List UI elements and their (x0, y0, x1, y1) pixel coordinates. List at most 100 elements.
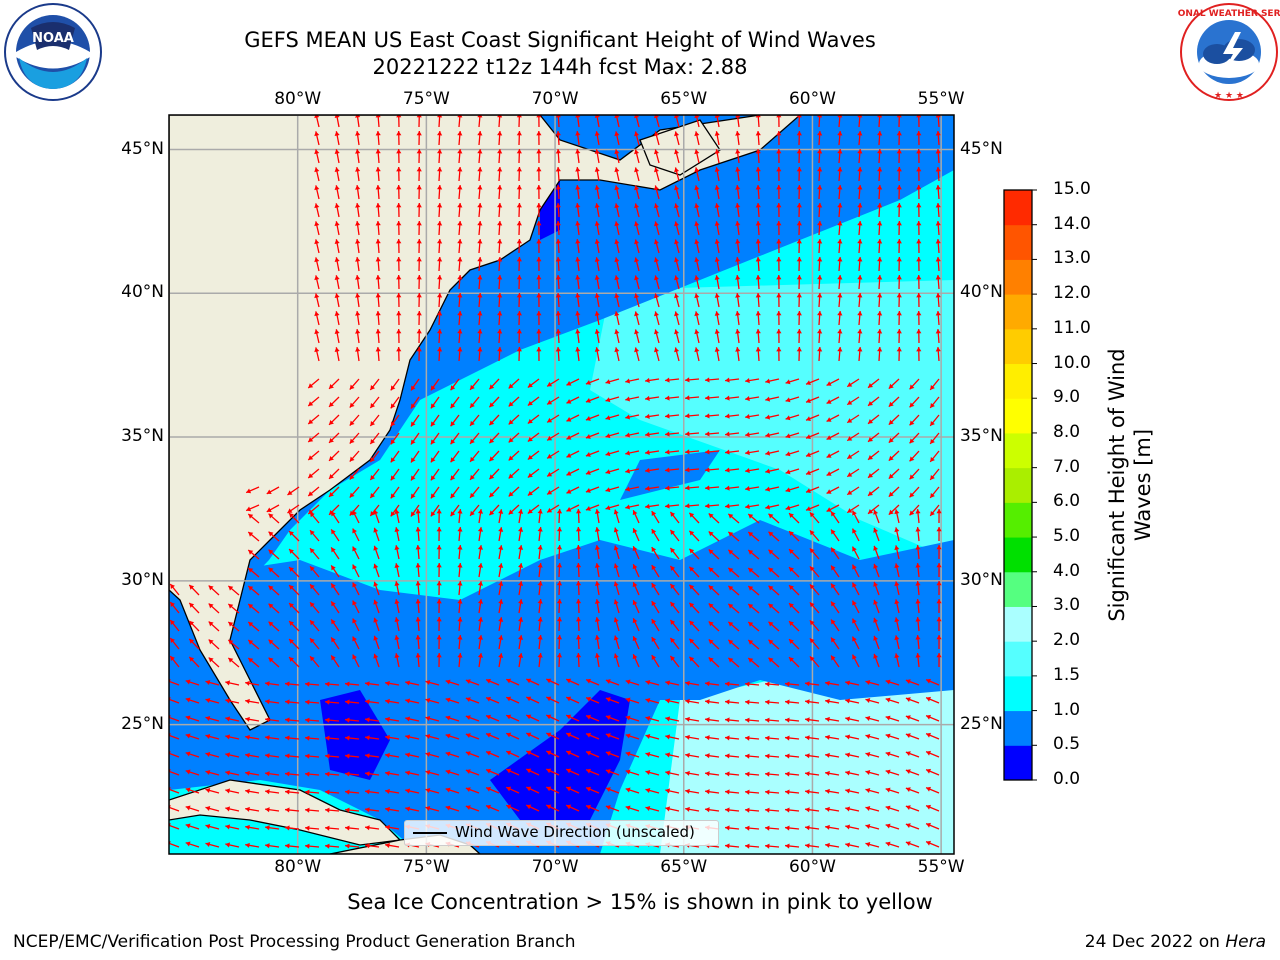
wave-direction-arrow (416, 166, 422, 182)
wave-direction-arrow (188, 620, 200, 632)
wave-direction-arrow (410, 468, 420, 481)
wave-direction-arrow (845, 734, 860, 740)
wave-direction-arrow (645, 467, 660, 473)
wave-direction-arrow (575, 131, 581, 146)
wave-direction-arrow (205, 841, 220, 848)
wave-direction-arrow (516, 166, 522, 182)
wave-direction-arrow (536, 166, 542, 182)
wave-direction-arrow (805, 450, 820, 458)
wave-direction-arrow (556, 616, 563, 632)
wave-direction-arrow (516, 310, 522, 326)
wave-direction-arrow (205, 823, 220, 830)
wave-direction-arrow (536, 148, 542, 164)
wave-direction-arrow (488, 504, 500, 516)
wave-direction-arrow (457, 599, 463, 614)
colorbar-tick-label: 13.0 (1053, 248, 1091, 269)
wave-direction-arrow (516, 274, 522, 290)
wave-direction-arrow (915, 527, 921, 542)
wave-direction-arrow (188, 638, 200, 650)
wave-direction-arrow (708, 585, 720, 596)
wave-direction-arrow (594, 221, 600, 236)
wave-direction-arrow (505, 732, 520, 740)
wave-direction-arrow (877, 328, 883, 344)
wave-direction-arrow (809, 619, 820, 632)
wave-direction-arrow (349, 378, 360, 390)
wave-direction-arrow (714, 131, 720, 146)
wave-direction-arrow (776, 148, 782, 164)
wave-direction-arrow (685, 752, 700, 758)
wave-direction-arrow (805, 486, 820, 494)
wave-direction-arrow (837, 256, 843, 272)
wave-direction-arrow (916, 130, 922, 146)
wave-direction-arrow (505, 678, 520, 686)
wave-direction-arrow (369, 450, 380, 463)
wave-direction-arrow (314, 221, 320, 236)
wave-direction-arrow (185, 733, 200, 740)
wave-direction-arrow (169, 601, 180, 614)
wave-direction-arrow (725, 413, 740, 419)
wave-direction-arrow (613, 617, 620, 632)
wave-direction-arrow (894, 527, 900, 542)
wave-direction-arrow (796, 274, 802, 290)
wave-direction-arrow (390, 396, 400, 409)
wave-direction-arrow (288, 530, 300, 542)
wave-direction-arrow (546, 732, 560, 740)
wave-direction-arrow (415, 598, 421, 614)
wave-direction-arrow (555, 130, 561, 146)
wave-direction-arrow (851, 600, 860, 614)
wave-direction-arrow (505, 786, 520, 794)
wave-direction-arrow (188, 602, 200, 614)
wave-direction-arrow (651, 510, 660, 524)
wave-direction-arrow (936, 508, 942, 524)
wave-direction-arrow (708, 603, 720, 614)
wave-direction-arrow (634, 203, 640, 218)
wave-direction-arrow (537, 635, 543, 650)
wave-direction-arrow (725, 735, 740, 741)
wave-direction-arrow (536, 328, 542, 344)
wave-direction-arrow (265, 717, 280, 723)
wave-direction-arrow (457, 256, 463, 272)
wave-direction-arrow (396, 166, 402, 182)
wave-direction-arrow (334, 293, 340, 308)
wave-direction-arrow (307, 414, 320, 425)
wave-direction-arrow (877, 166, 883, 182)
wave-direction-arrow (796, 238, 802, 254)
wave-direction-arrow (245, 788, 260, 794)
wave-direction-arrow (896, 130, 902, 146)
lat-tick-left: 40°N (121, 282, 164, 303)
wave-direction-arrow (625, 769, 640, 776)
wave-direction-arrow (747, 549, 760, 560)
wave-direction-arrow (566, 504, 580, 512)
wave-direction-arrow (845, 716, 860, 722)
wave-direction-arrow (613, 509, 620, 524)
wave-direction-arrow (436, 616, 442, 632)
wave-direction-arrow (817, 292, 823, 308)
wave-direction-arrow (425, 752, 440, 758)
wave-direction-arrow (508, 468, 520, 479)
wave-direction-arrow (477, 635, 484, 650)
wave-direction-arrow (416, 220, 422, 236)
wave-direction-arrow (837, 184, 843, 200)
wave-direction-arrow (416, 346, 422, 362)
wave-direction-arrow (888, 504, 900, 516)
wave-direction-arrow (888, 450, 900, 462)
wave-direction-arrow (594, 239, 600, 254)
wave-direction-arrow (304, 789, 320, 795)
wave-direction-arrow (909, 414, 920, 426)
wave-direction-arrow (867, 468, 880, 479)
wave-direction-arrow (365, 735, 380, 741)
wave-direction-arrow (536, 184, 542, 200)
wave-direction-arrow (809, 583, 820, 596)
wave-direction-arrow (225, 806, 240, 812)
wave-direction-arrow (714, 347, 720, 362)
wave-direction-arrow (594, 329, 600, 344)
wave-direction-arrow (385, 752, 400, 758)
wave-direction-arrow (247, 531, 260, 542)
wave-direction-arrow (688, 548, 700, 560)
wave-direction-arrow (396, 274, 402, 290)
wave-direction-arrow (747, 621, 760, 632)
wave-direction-arrow (837, 202, 843, 218)
wave-direction-arrow (485, 768, 500, 776)
wave-direction-arrow (825, 716, 840, 722)
wave-direction-arrow (634, 311, 640, 326)
